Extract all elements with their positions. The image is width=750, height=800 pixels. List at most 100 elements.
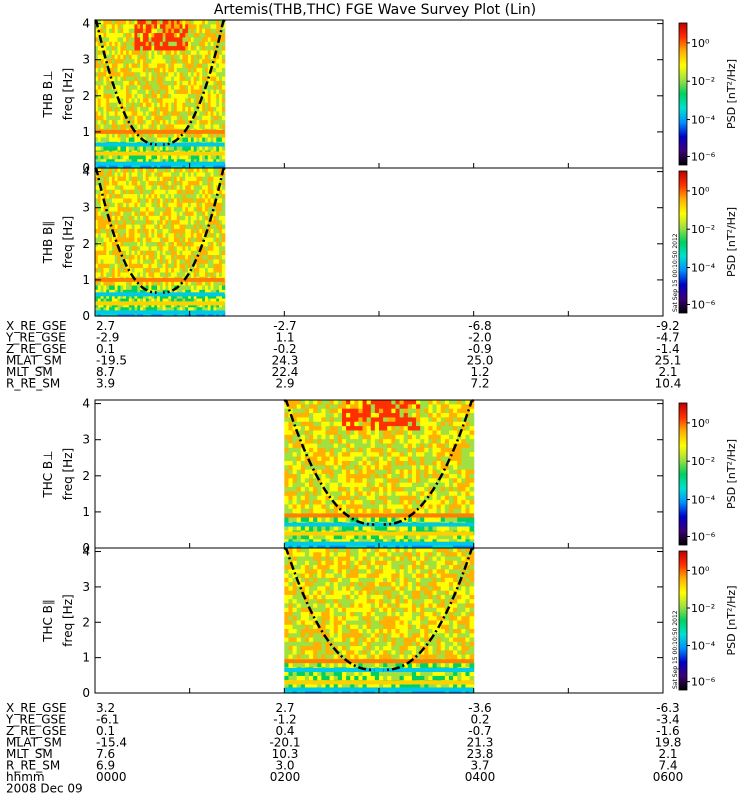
- spectrogram-cell: [284, 552, 290, 558]
- spectrogram-cell: [346, 482, 351, 488]
- spectrogram-cell: [140, 185, 144, 191]
- spectrogram-cell: [207, 33, 212, 39]
- spectrogram-cell: [325, 548, 331, 553]
- spectrogram-cell: [362, 552, 368, 558]
- spectrogram-cell: [213, 228, 217, 234]
- spectrogram-cell: [213, 263, 217, 269]
- spectrogram-cell: [420, 430, 425, 436]
- spectrogram-cell: [216, 194, 220, 200]
- spectrogram-cell: [317, 400, 322, 405]
- spectrogram-cell: [142, 85, 147, 91]
- spectrogram-cell: [173, 133, 178, 139]
- spectrogram-cell: [346, 543, 351, 549]
- spectrogram-cell: [145, 233, 150, 239]
- spectrogram-cell: [411, 408, 417, 414]
- spectrogram-cell: [126, 172, 130, 178]
- spectrogram-cell: [292, 434, 298, 440]
- spectrogram-cell: [416, 556, 421, 562]
- spectrogram-cell: [176, 255, 181, 261]
- spectrogram-cell: [432, 439, 438, 445]
- spectrogram-cell: [114, 285, 119, 291]
- spectrogram-cell: [379, 548, 384, 553]
- spectrogram-cell: [309, 508, 314, 514]
- spectrogram-cell: [145, 302, 150, 308]
- spectrogram-cell: [140, 115, 144, 121]
- spectrogram-cell: [399, 465, 405, 471]
- spectrogram-cell: [114, 242, 119, 247]
- spectrogram-cell: [432, 447, 438, 453]
- spectrogram-cell: [370, 556, 376, 562]
- spectrogram-cell: [176, 242, 181, 247]
- spectrogram-cell: [444, 443, 450, 449]
- spectrogram-cell: [219, 85, 223, 91]
- spectrogram-cell: [182, 146, 186, 152]
- spectrogram-cell: [219, 215, 223, 221]
- spectrogram-cell: [148, 24, 152, 30]
- spectrogram-cell: [213, 20, 217, 25]
- spectrogram-cell: [204, 307, 209, 313]
- spectrogram-cell: [159, 207, 164, 213]
- spectrogram-cell: [457, 408, 462, 414]
- spectrogram-cell: [407, 504, 413, 510]
- spectrogram-cell: [128, 20, 133, 25]
- spectrogram-cell: [100, 133, 105, 139]
- spectrogram-cell: [432, 491, 438, 497]
- spectrogram-cell: [221, 189, 226, 195]
- spectrogram-cell: [168, 41, 172, 47]
- spectrogram-cell: [106, 207, 110, 213]
- spectrogram-cell: [219, 168, 223, 173]
- spectrogram-cell: [103, 298, 107, 304]
- spectrogram-cell: [292, 404, 298, 410]
- spectrogram-cell: [300, 452, 306, 458]
- spectrogram-cell: [154, 115, 158, 121]
- spectrogram-cell: [317, 548, 322, 553]
- spectrogram-cell: [120, 215, 124, 221]
- spectrogram-cell: [387, 426, 392, 432]
- spectrogram-cell: [210, 102, 215, 108]
- spectrogram-cell: [137, 302, 141, 308]
- spectrogram-cell: [95, 89, 99, 95]
- spectrogram-cell: [154, 176, 158, 182]
- spectrogram-cell: [440, 534, 446, 540]
- spectrogram-cell: [109, 33, 113, 39]
- spectrogram-cell: [162, 59, 167, 65]
- spectrogram-cell: [325, 543, 331, 549]
- spectrogram-cell: [151, 272, 155, 278]
- spectrogram-cell: [288, 517, 294, 523]
- spectrogram-cell: [140, 250, 144, 256]
- spectrogram-cell: [109, 224, 113, 230]
- spectrogram-cell: [188, 41, 192, 47]
- spectrogram-cell: [117, 263, 121, 269]
- spectrogram-cell: [162, 172, 167, 178]
- spectrogram-cell: [154, 233, 158, 239]
- spectrogram-cell: [216, 146, 220, 152]
- spectrogram-cell: [182, 298, 186, 304]
- spectrogram-cell: [204, 255, 209, 261]
- spectrogram-cell: [151, 307, 155, 313]
- spectrogram-cell: [162, 233, 167, 239]
- spectrogram-cell: [188, 85, 192, 91]
- spectrogram-cell: [190, 168, 195, 173]
- spectrogram-cell: [461, 552, 467, 558]
- spectrogram-cell: [213, 194, 217, 200]
- spectrogram-cell: [126, 41, 130, 47]
- spectrogram-cell: [317, 456, 322, 462]
- spectrogram-cell: [190, 146, 195, 152]
- spectrogram-cell: [424, 439, 429, 445]
- spectrogram-cell: [193, 54, 198, 60]
- spectrogram-cell: [219, 54, 223, 60]
- spectrogram-cell: [100, 202, 105, 208]
- spectrogram-cell: [199, 163, 203, 169]
- spectrogram-cell: [202, 215, 206, 221]
- spectrogram-cell: [420, 504, 425, 510]
- spectrogram-cell: [100, 207, 105, 213]
- spectrogram-cell: [221, 102, 226, 108]
- spectrogram-cell: [292, 456, 298, 462]
- spectrogram-cell: [440, 504, 446, 510]
- spectrogram-cell: [145, 33, 150, 39]
- spectrogram-cell: [159, 63, 164, 69]
- spectrogram-cell: [362, 443, 368, 449]
- spectrogram-cell: [202, 172, 206, 178]
- spectrogram-cell: [219, 268, 223, 274]
- spectrogram-cell: [176, 259, 181, 265]
